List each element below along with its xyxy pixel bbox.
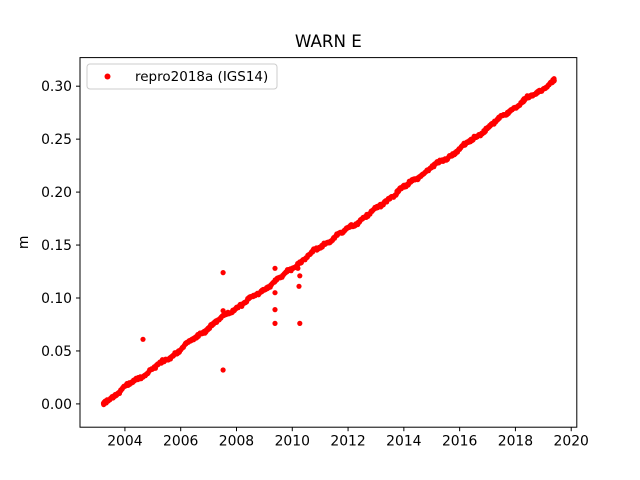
x-tick-label: 2008 — [219, 434, 254, 450]
y-axis-label: m — [16, 236, 32, 250]
data-point — [551, 77, 557, 83]
data-point — [272, 320, 278, 326]
chart-title: WARN E — [295, 31, 362, 51]
y-tick-label: 0.00 — [41, 397, 72, 413]
legend: repro2018a (IGS14) — [86, 63, 278, 90]
data-point — [220, 367, 226, 373]
y-tick-label: 0.15 — [41, 238, 72, 254]
x-tick-label: 2020 — [554, 434, 589, 450]
y-axis-ticks: 0.00 0.05 0.10 0.15 0.20 0.25 0.30 — [41, 79, 80, 413]
x-tick-label: 2010 — [275, 434, 310, 450]
x-tick-label: 2004 — [107, 434, 143, 450]
data-point — [220, 308, 226, 314]
data-point — [103, 400, 109, 406]
legend-label: repro2018a (IGS14) — [135, 69, 268, 85]
y-tick-label: 0.10 — [41, 291, 72, 307]
x-tick-label: 2016 — [442, 434, 477, 450]
x-tick-label: 2018 — [498, 434, 533, 450]
data-point — [297, 320, 303, 326]
data-point — [272, 265, 278, 271]
y-tick-label: 0.05 — [41, 344, 72, 360]
data-point — [296, 283, 302, 289]
data-point — [295, 265, 301, 271]
y-tick-label: 0.25 — [41, 132, 72, 148]
data-point — [297, 273, 303, 279]
y-tick-label: 0.20 — [41, 185, 72, 201]
data-point — [220, 270, 226, 276]
scatter-points — [100, 76, 557, 408]
x-tick-label: 2012 — [330, 434, 365, 450]
x-axis-ticks: 2004 2006 2008 2010 2012 2014 2016 2018 2020 — [107, 427, 589, 450]
y-tick-label: 0.30 — [41, 79, 72, 95]
x-tick-label: 2006 — [163, 434, 198, 450]
data-point — [140, 336, 146, 342]
data-point — [272, 307, 278, 313]
legend-marker-icon — [104, 73, 111, 80]
plot-frame — [79, 57, 578, 428]
data-point — [272, 290, 278, 296]
x-tick-label: 2014 — [386, 434, 422, 450]
legend-box — [86, 63, 278, 90]
